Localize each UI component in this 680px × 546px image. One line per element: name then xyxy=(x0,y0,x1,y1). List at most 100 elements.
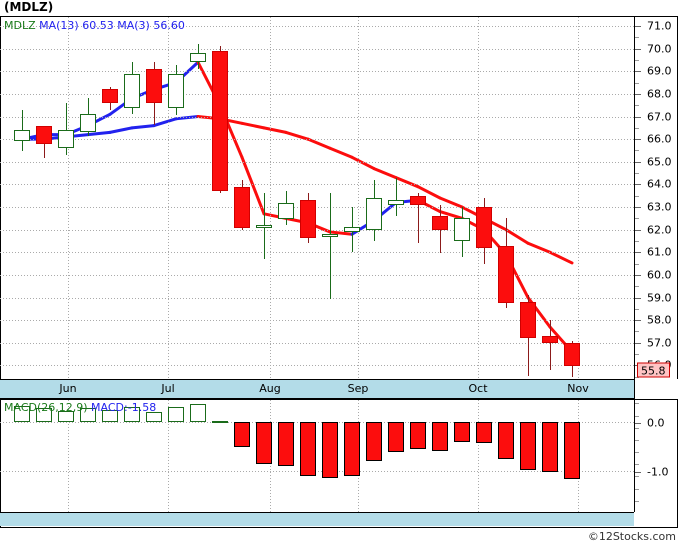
macd-panel[interactable] xyxy=(0,399,634,512)
month-label: Jul xyxy=(161,382,175,395)
macd-bar xyxy=(410,422,426,449)
gridline-v xyxy=(168,400,169,512)
candle-body xyxy=(212,51,228,191)
macd-bar xyxy=(80,408,96,422)
gridline-v xyxy=(270,17,271,379)
macd-legend-label: MACD(26,12,9) xyxy=(4,401,88,414)
candle-body xyxy=(432,216,448,230)
candle-body xyxy=(234,187,250,228)
candle-wick xyxy=(396,178,397,216)
candle-body xyxy=(520,302,536,338)
gridline-h xyxy=(0,343,634,344)
axis-tick-minor xyxy=(635,416,639,417)
macd-bar xyxy=(36,408,52,422)
axis-label: -1.0 xyxy=(647,465,669,479)
axis-tick xyxy=(635,26,641,27)
macd-bar xyxy=(520,422,536,470)
candle-body xyxy=(124,74,140,108)
axis-tick-minor xyxy=(635,377,639,378)
gridline-h xyxy=(0,26,634,27)
ma-long-line xyxy=(108,126,134,134)
gridline-h xyxy=(0,49,634,50)
ma-short-line xyxy=(240,155,266,216)
candle-body xyxy=(476,207,492,248)
axis-tick xyxy=(635,49,641,50)
macd-bar xyxy=(476,422,492,443)
ma-long-line xyxy=(394,176,420,189)
gridline-h xyxy=(0,275,634,276)
ma-long-line xyxy=(438,196,464,209)
axis-label: 59.0 xyxy=(647,291,672,305)
gridline-h xyxy=(0,207,634,208)
page-title: (MDLZ) xyxy=(4,0,54,14)
macd-bar xyxy=(212,421,228,423)
ma-long-line xyxy=(152,117,178,128)
axis-tick-minor xyxy=(635,331,639,332)
gridline-h xyxy=(0,117,634,118)
gridline-h xyxy=(0,471,634,472)
gridline-h xyxy=(0,320,634,321)
macd-bar xyxy=(124,407,140,422)
bottom-band xyxy=(0,512,634,526)
ma-long-line xyxy=(548,250,574,265)
candle-body xyxy=(58,130,74,148)
macd-bar xyxy=(256,422,272,464)
axis-tick xyxy=(635,298,641,299)
price-chart-panel[interactable] xyxy=(0,17,634,379)
candle-body xyxy=(36,126,52,144)
ma-long-line xyxy=(86,130,112,137)
macd-bar xyxy=(102,410,118,422)
macd-bar xyxy=(14,406,30,422)
gridline-v xyxy=(358,17,359,379)
axis-tick xyxy=(635,94,641,95)
axis-tick-minor xyxy=(635,452,639,453)
macd-legend-value-label: MACD: xyxy=(91,401,128,414)
candle-body xyxy=(454,218,470,241)
axis-tick-minor xyxy=(635,218,639,219)
candle-body xyxy=(80,114,96,132)
macd-bar xyxy=(278,422,294,466)
candle-body xyxy=(278,203,294,219)
axis-tick-minor xyxy=(635,173,639,174)
axis-tick-minor xyxy=(635,476,639,477)
gridline-h xyxy=(0,422,634,423)
axis-label: 67.0 xyxy=(647,110,672,124)
macd-bar xyxy=(344,422,360,476)
legend-symbol: MDLZ xyxy=(4,19,36,32)
axis-tick xyxy=(635,343,641,344)
ma-long-line xyxy=(328,146,354,159)
macd-bar xyxy=(322,422,338,478)
gridline-h xyxy=(0,162,634,163)
candle-body xyxy=(300,200,316,238)
axis-tick xyxy=(635,139,641,140)
macd-legend-value: -1.58 xyxy=(127,401,157,414)
footer-credit: ©12Stocks.com xyxy=(587,530,676,543)
axis-label: 62.0 xyxy=(647,223,672,237)
last-price-badge: 55.8 xyxy=(637,362,670,378)
macd-bar xyxy=(168,407,184,422)
axis-tick-minor xyxy=(635,354,639,355)
candle-body xyxy=(14,130,30,141)
candle-body xyxy=(322,234,338,237)
axis-label: 58.0 xyxy=(647,313,672,327)
axis-label: 71.0 xyxy=(647,19,672,33)
axis-tick-minor xyxy=(635,428,639,429)
axis-tick-minor xyxy=(635,440,639,441)
month-axis: Jun Jul Aug Sep Oct Nov xyxy=(0,379,634,399)
gridline-v xyxy=(168,17,169,379)
month-label: Sep xyxy=(347,382,369,395)
candle-body xyxy=(366,198,382,230)
candle-body xyxy=(410,196,426,205)
candle-body xyxy=(146,69,162,103)
axis-tick xyxy=(635,423,641,424)
candle-body xyxy=(168,74,184,108)
legend-ma-long-label: MA(13) xyxy=(39,19,79,32)
axis-tick xyxy=(635,275,641,276)
legend-ma-short-value: 56.60 xyxy=(153,19,185,32)
gridline-v xyxy=(68,17,69,379)
axis-tick-minor xyxy=(635,150,639,151)
month-axis-pad xyxy=(634,379,678,399)
ma-short-line xyxy=(328,230,354,236)
legend-ma-short-label: MA(3) xyxy=(117,19,150,32)
axis-tick xyxy=(635,320,641,321)
